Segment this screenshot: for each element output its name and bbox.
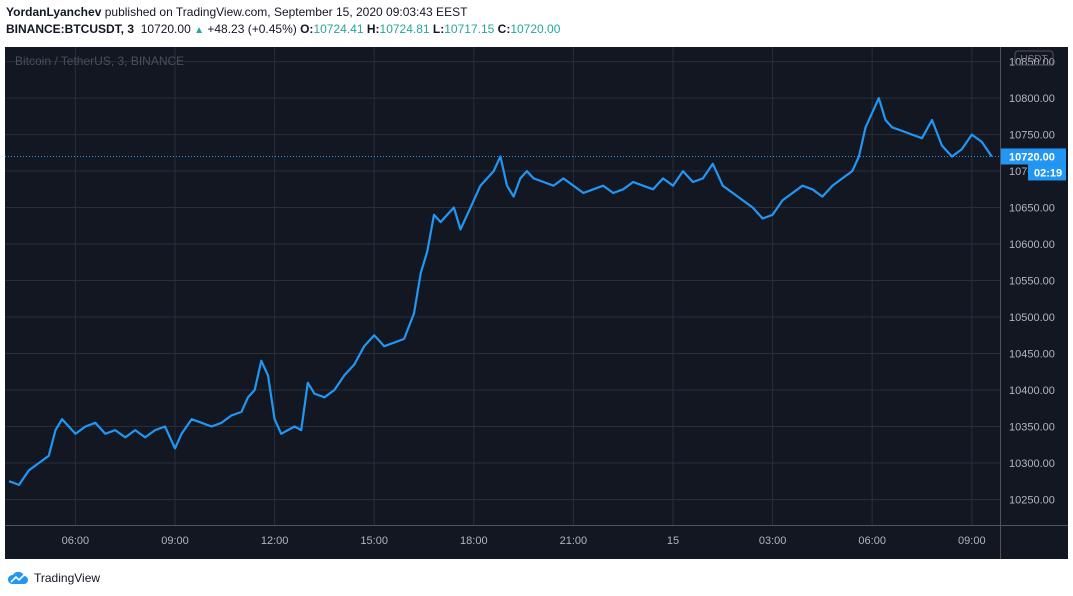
change-value: +48.23 (+0.45%) [207,22,297,36]
price-tick-label: 10750.00 [1009,130,1055,142]
price-tick-label: 10800.00 [1009,93,1055,105]
time-tick-label: 21:00 [560,535,588,547]
chart-background [5,47,1068,559]
price-tick-label: 10300.00 [1009,458,1055,470]
price-chart[interactable]: 10850.0010800.0010750.0010700.0010650.00… [5,47,1068,559]
high-value: 10724.81 [379,22,430,36]
time-tick-label: 15:00 [360,535,388,547]
currency-badge [1014,50,1054,66]
open-value: 10724.41 [313,22,364,36]
price-tick-label: 10850.00 [1009,57,1055,69]
countdown-marker [1028,164,1066,181]
ohlc-legend: BINANCE:BTCUSDT, 3 10720.00 ▲ +48.23 (+0… [6,22,560,36]
last-value: 10720.00 [140,22,191,36]
price-tick-label: 10250.00 [1009,494,1055,506]
author-name[interactable]: YordanLyanchev [6,5,102,19]
price-tick-label: 10400.00 [1009,385,1055,397]
time-tick-label: 12:00 [261,535,289,547]
time-tick-label: 09:00 [161,535,189,547]
price-axis[interactable] [1000,47,1068,525]
tradingview-cloud-icon [7,571,28,584]
price-tick-label: 10500.00 [1009,312,1055,324]
price-tick-label: 10600.00 [1009,239,1055,251]
price-line[interactable] [8,97,993,486]
price-tick-label: 10350.00 [1009,421,1055,433]
symbol-label: BINANCE:BTCUSDT, 3 [6,22,135,36]
published-text: published on TradingView.com, September … [104,5,468,19]
countdown-label: 02:19 [1034,167,1062,179]
up-arrow-icon: ▲ [194,25,204,36]
time-tick-label: 06:00 [858,535,886,547]
time-tick-label: 03:00 [759,535,787,547]
close-value: 10720.00 [510,22,561,36]
time-tick-label: 09:00 [958,535,986,547]
last-price-label: 10720.00 [1009,151,1055,163]
chart-title: Bitcoin / TetherUS, 3, BINANCE [15,54,184,68]
price-tick-label: 10550.00 [1009,276,1055,288]
footer-brand-label: TradingView [34,571,101,585]
last-price-marker [1001,148,1066,165]
time-axis[interactable] [5,525,1000,559]
publish-info: YordanLyanchev published on TradingView.… [6,5,467,19]
currency-label: USDT [1020,54,1047,65]
low-value: 10717.15 [444,22,495,36]
price-tick-label: 10650.00 [1009,203,1055,215]
footer-brand[interactable]: TradingView [7,569,100,587]
price-tick-label: 10450.00 [1009,349,1055,361]
open-label: O: [300,22,314,36]
time-tick-label: 18:00 [460,535,488,547]
high-label: H: [366,22,380,36]
time-tick-label: 06:00 [62,535,90,547]
low-label: L: [432,22,445,36]
time-tick-label: 15 [667,535,679,547]
close-label: C: [497,22,511,36]
